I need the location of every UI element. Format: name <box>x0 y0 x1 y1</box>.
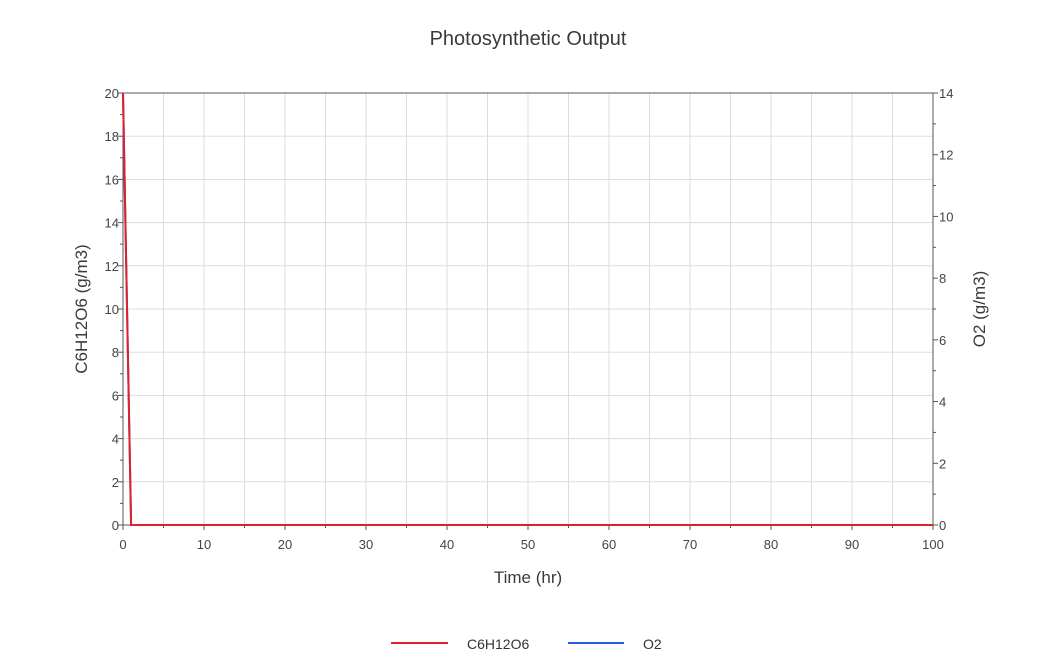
y-tick-label: 16 <box>105 172 119 187</box>
x-tick-label: 30 <box>359 537 373 552</box>
y-tick-label: 12 <box>105 259 119 274</box>
y-tick-label: 20 <box>105 86 119 101</box>
y2-tick-label: 4 <box>939 395 946 410</box>
y2-tick-label: 8 <box>939 271 946 286</box>
y-axis-label: C6H12O6 (g/m3) <box>72 244 91 373</box>
y-tick-label: 6 <box>112 388 119 403</box>
y-tick-label: 14 <box>105 216 119 231</box>
chart-title: Photosynthetic Output <box>430 28 627 50</box>
x-tick-label: 90 <box>845 537 859 552</box>
x-tick-label: 70 <box>683 537 697 552</box>
x-tick-label: 0 <box>119 537 126 552</box>
y2-tick-label: 12 <box>939 148 953 163</box>
y2-tick-label: 0 <box>939 518 946 533</box>
series-lines <box>122 92 933 526</box>
legend-label-o2[interactable]: O2 <box>643 636 662 652</box>
y-tick-label: 4 <box>112 432 119 447</box>
y2-tick-label: 6 <box>939 333 946 348</box>
x-tick-label: 80 <box>764 537 778 552</box>
y2-tick-label: 10 <box>939 209 953 224</box>
y2-axis-label: O2 (g/m3) <box>970 271 989 348</box>
grid <box>123 93 933 525</box>
y-tick-label: 10 <box>105 302 119 317</box>
y-tick-label: 2 <box>112 475 119 490</box>
x-tick-label: 60 <box>602 537 616 552</box>
y-tick-label: 8 <box>112 345 119 360</box>
legend-label-c6h12o6[interactable]: C6H12O6 <box>467 636 529 652</box>
x-tick-label: 40 <box>440 537 454 552</box>
series-line-c6h12o6 <box>122 92 933 526</box>
x-tick-label: 20 <box>278 537 292 552</box>
axis-ticks: 0 10 20 30 40 50 60 70 80 90 100 0 2 4 6 8 10 12 14 16 18 20 0… <box>105 86 954 552</box>
x-tick-label: 100 <box>922 537 944 552</box>
y2-tick-label: 14 <box>939 86 953 101</box>
x-axis-label: Time (hr) <box>494 568 562 587</box>
y2-tick-label: 2 <box>939 456 946 471</box>
y-tick-label: 0 <box>112 518 119 533</box>
x-tick-label: 50 <box>521 537 535 552</box>
legend[interactable]: C6H12O6 O2 <box>391 636 662 652</box>
x-tick-label: 10 <box>197 537 211 552</box>
y-tick-label: 18 <box>105 129 119 144</box>
